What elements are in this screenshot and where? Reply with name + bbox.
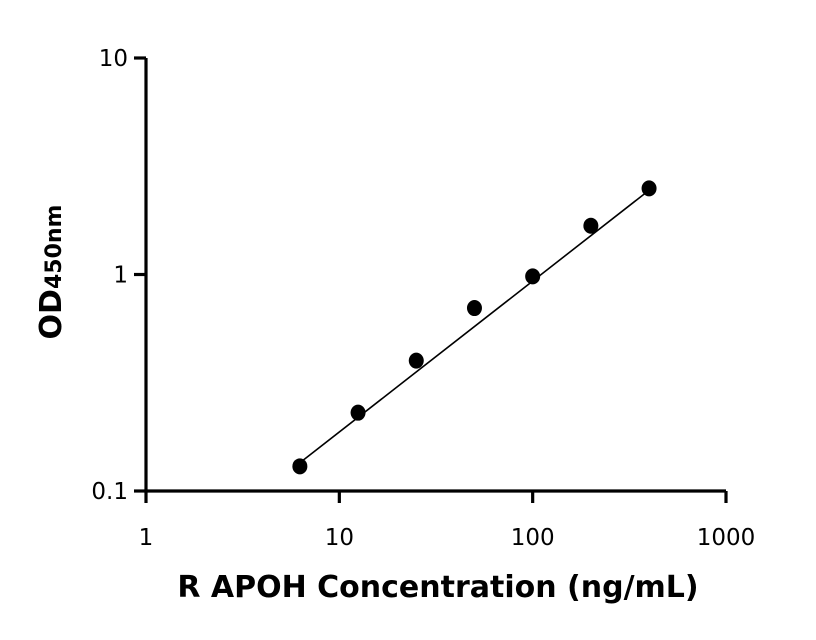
y-tick-label: 1 <box>113 263 128 289</box>
y-axis-title-subscript: 450nm <box>42 205 67 290</box>
data-point <box>408 352 424 369</box>
x-tick-label: 10 <box>325 525 354 551</box>
ticks: 1 10 100 1000 0.1 1 10 <box>91 46 755 551</box>
y-axis-title-main: OD <box>34 289 69 339</box>
y-tick-label: 0.1 <box>91 479 128 505</box>
data-point <box>525 268 541 285</box>
x-axis-title: R APOH Concentration (ng/mL) <box>177 570 698 605</box>
fit-line <box>299 189 650 464</box>
x-tick-label: 1000 <box>697 525 756 551</box>
data-point <box>292 458 308 475</box>
fit-curve <box>299 189 650 464</box>
y-axis-title: OD450nm <box>34 205 69 340</box>
data-point <box>466 300 482 317</box>
data-point <box>350 404 366 421</box>
x-tick-label: 100 <box>511 525 555 551</box>
axes <box>144 58 726 493</box>
data-points <box>292 180 657 475</box>
x-tick-label: 1 <box>139 525 154 551</box>
data-point <box>583 217 599 234</box>
data-point <box>641 180 657 197</box>
y-tick-label: 10 <box>99 46 128 72</box>
